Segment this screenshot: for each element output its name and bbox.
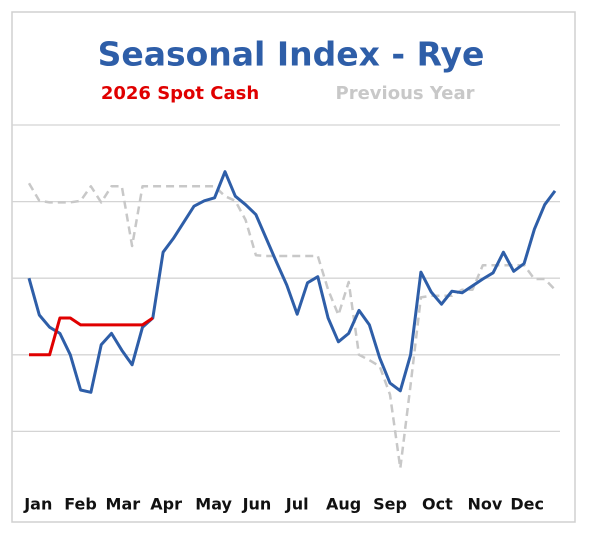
- series-line: [29, 316, 154, 357]
- legend-entry: Previous Year: [336, 83, 475, 104]
- x-tick-label: Nov: [467, 495, 502, 514]
- x-tick-label: Aug: [326, 495, 361, 514]
- x-tick-label: May: [195, 495, 232, 514]
- x-tick-label: Jan: [23, 495, 52, 514]
- series-line: [27, 170, 557, 394]
- x-tick-label: Oct: [422, 495, 453, 514]
- legend-entry: 2026 Spot Cash: [101, 83, 259, 104]
- x-tick-label: Jun: [242, 495, 272, 514]
- chart-title: Seasonal Index - Rye: [98, 35, 485, 74]
- x-tick-label: Dec: [510, 495, 544, 514]
- x-tick-label: Mar: [106, 495, 141, 514]
- x-tick-label: Jul: [285, 495, 309, 514]
- chart-frame: [11, 11, 576, 523]
- series-line: [27, 182, 556, 470]
- x-tick-label: Sep: [373, 495, 407, 514]
- x-tick-label: Feb: [64, 495, 97, 514]
- x-tick-label: Apr: [150, 495, 182, 514]
